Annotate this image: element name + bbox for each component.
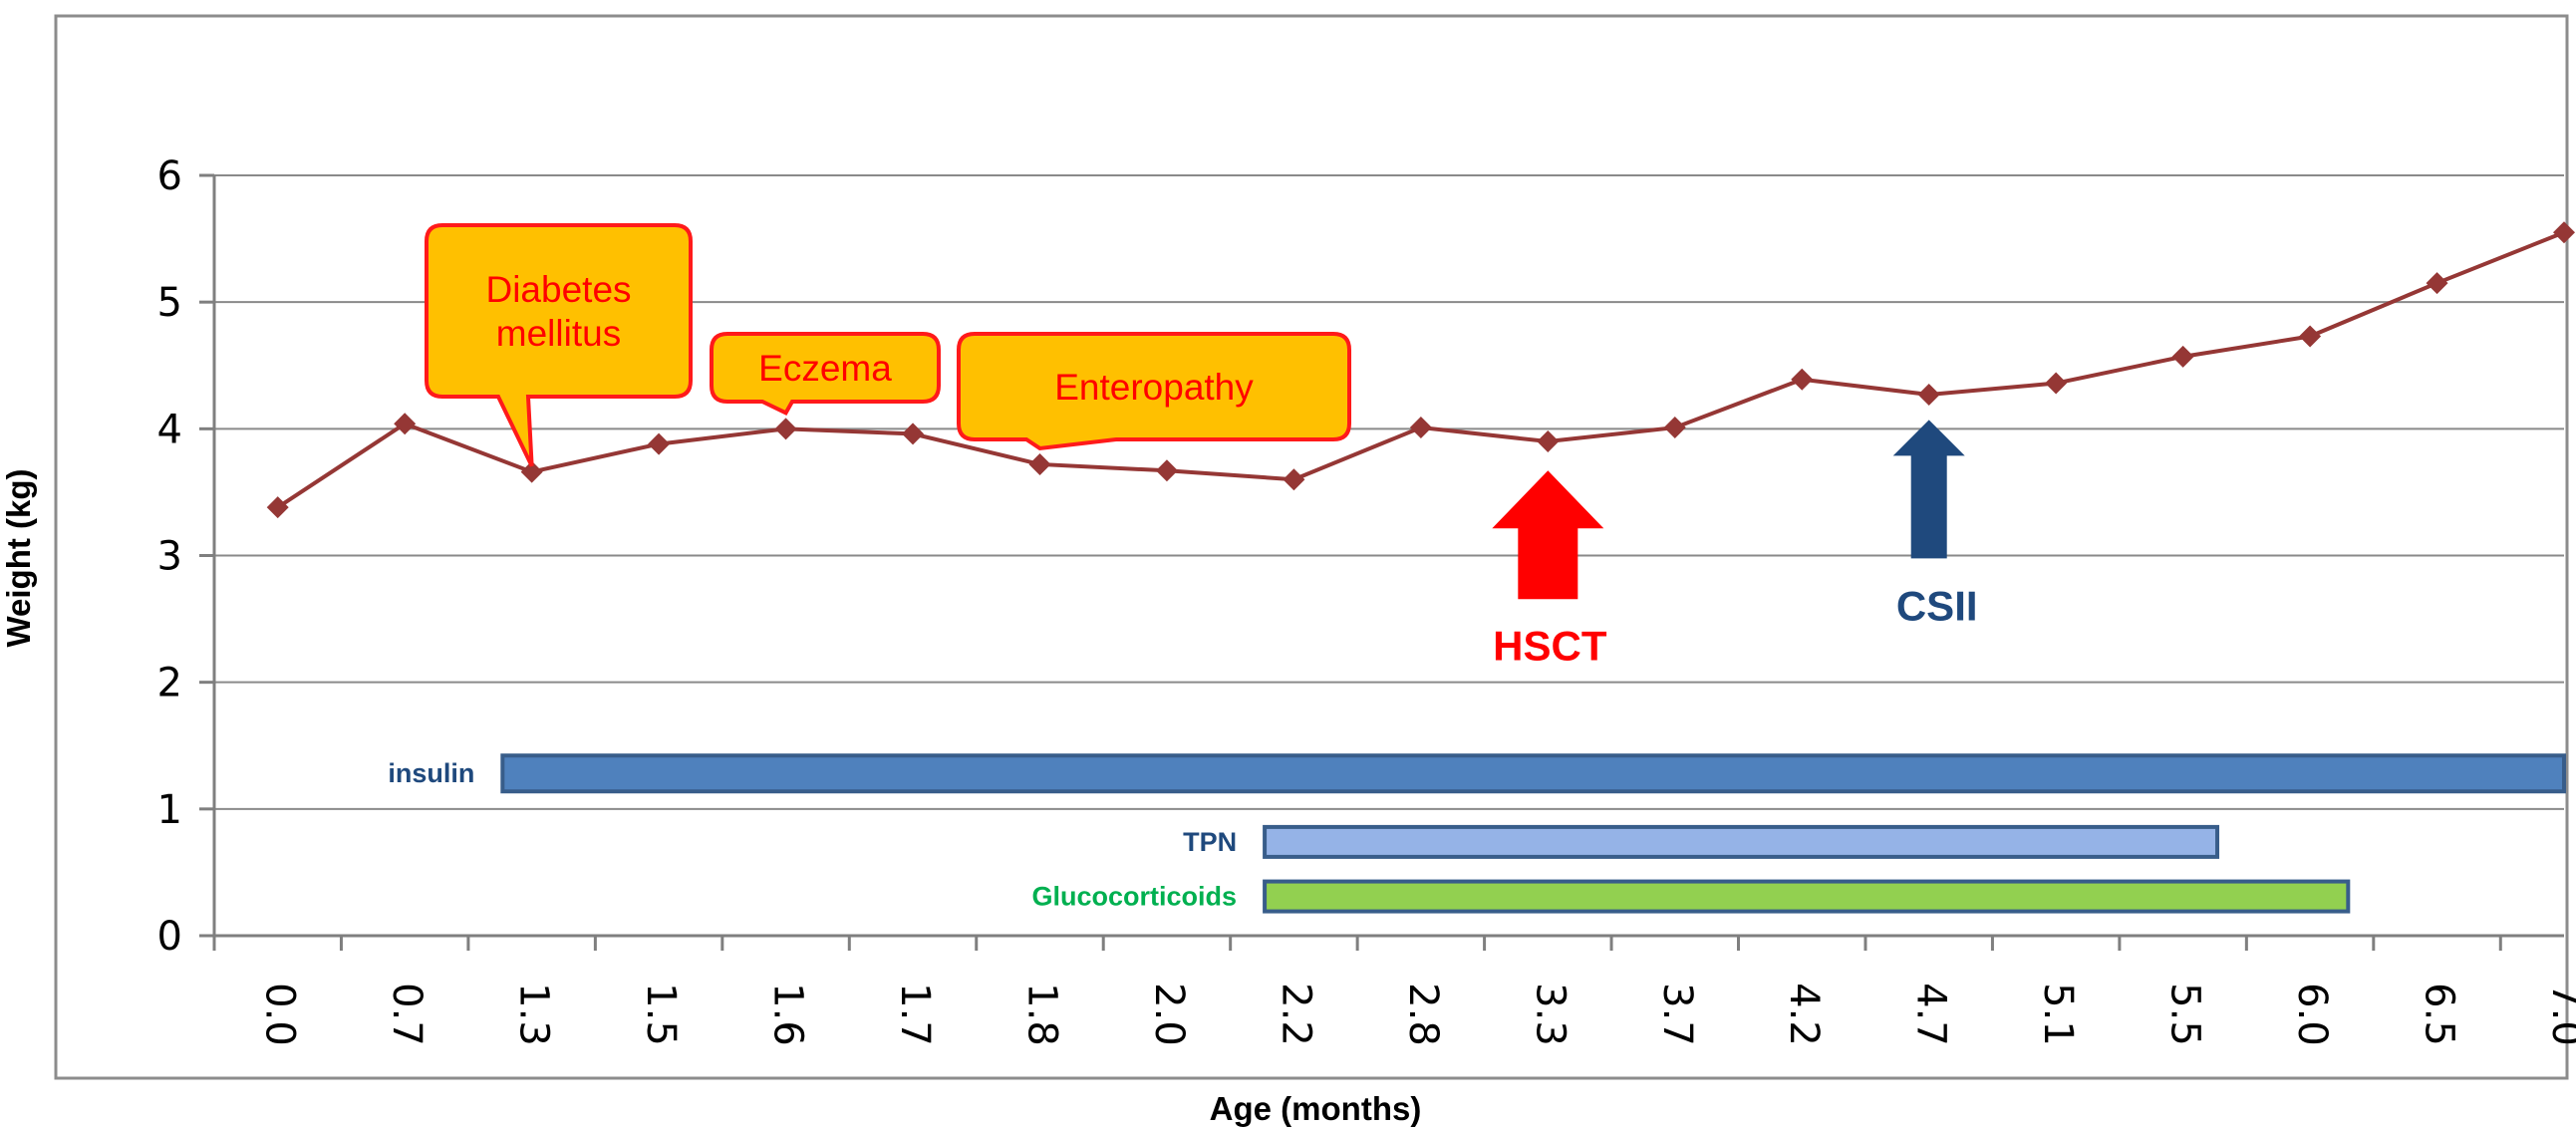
x-tick-label: 4.7 — [1908, 983, 1954, 1046]
weight-data-point — [1028, 452, 1051, 475]
x-tick-label: 1.7 — [892, 983, 938, 1046]
weight-data-point — [1537, 430, 1560, 453]
weight-data-point — [2299, 325, 2322, 348]
callout-bubble — [957, 332, 1351, 451]
y-tick-label: 5 — [157, 280, 182, 326]
weight-data-point — [2171, 345, 2194, 368]
series-layer — [266, 221, 2575, 519]
y-tick-label: 0 — [157, 914, 182, 960]
treatment-bar-label: insulin — [388, 758, 474, 788]
treatment-bars: insulin TPN Glucocorticoids — [388, 753, 2566, 914]
x-tick-label: 5.1 — [2035, 983, 2081, 1046]
y-tick-label: 4 — [157, 407, 182, 452]
x-tick-label: 6.0 — [2289, 983, 2335, 1046]
weight-data-point — [648, 432, 671, 455]
x-tick-label: 0.0 — [257, 983, 303, 1046]
x-tick-label: 1.8 — [1018, 983, 1064, 1046]
x-tick-label: 0.7 — [384, 983, 429, 1046]
weight-data-point — [2045, 372, 2068, 395]
arrow-label-csii: CSII — [1896, 582, 1978, 629]
x-tick-label: 7.0 — [2543, 983, 2576, 1046]
arrow-layer: HSCT CSII — [1492, 420, 1978, 669]
x-axis-title: Age (months) — [1210, 1090, 1422, 1127]
weight-data-point — [2426, 272, 2448, 295]
x-tick-label: 3.3 — [1527, 983, 1573, 1046]
x-tick-label: 5.5 — [2162, 983, 2208, 1046]
callout-bubble — [710, 332, 941, 416]
treatment-bar-label: TPN — [1183, 827, 1237, 857]
y-tick-label: 3 — [157, 534, 182, 580]
x-tick-label: 1.6 — [765, 983, 811, 1046]
arrow-hsct — [1492, 470, 1604, 600]
weight-data-point — [1409, 417, 1432, 439]
treatment-bar-label: Glucocorticoids — [1032, 882, 1238, 912]
treatment-bar-insulin — [500, 753, 2566, 794]
y-tick-label: 6 — [157, 153, 182, 199]
x-tick-label: 1.3 — [511, 983, 557, 1046]
weight-data-point — [1155, 459, 1178, 482]
weight-data-point — [394, 413, 417, 435]
weight-data-point — [774, 418, 797, 440]
weight-data-point — [1791, 368, 1814, 391]
callout-bubble — [425, 223, 693, 467]
callout-text: mellitus — [496, 313, 621, 354]
x-tick-label: 2.8 — [1400, 983, 1446, 1046]
weight-data-point — [1283, 468, 1305, 491]
weight-data-point — [266, 496, 289, 519]
weight-data-point — [1663, 417, 1686, 439]
arrow-label-hsct: HSCT — [1493, 622, 1607, 669]
weight-data-point — [520, 460, 543, 483]
axis-layer: 0 1 2 3 4 5 6 0.0 0.7 1.3 1.5 1.6 1.7 1.8 2.0 2.2 2.8 3.3… — [157, 153, 2576, 1046]
x-tick-label: 1.5 — [638, 983, 684, 1046]
callout-text: Eczema — [758, 348, 892, 389]
weight-data-point — [2553, 221, 2575, 244]
x-tick-label: 6.5 — [2417, 983, 2462, 1046]
treatment-bar-glucocorticoids — [1263, 879, 2351, 914]
x-tick-label: 2.0 — [1146, 983, 1192, 1046]
y-tick-label: 2 — [157, 661, 182, 706]
callout-text: Diabetes — [485, 269, 631, 310]
y-axis-title: Weight (kg) — [0, 468, 37, 647]
treatment-bar-tpn — [1263, 824, 2220, 859]
x-tick-label: 4.2 — [1781, 983, 1827, 1046]
weight-data-point — [1917, 383, 1940, 406]
arrow-csii — [1892, 420, 1965, 559]
x-tick-label: 2.2 — [1273, 983, 1318, 1046]
weight-data-point — [902, 423, 925, 445]
callout-text: Enteropathy — [1054, 367, 1254, 408]
y-tick-label: 1 — [157, 787, 182, 833]
x-tick-label: 3.7 — [1654, 983, 1700, 1046]
